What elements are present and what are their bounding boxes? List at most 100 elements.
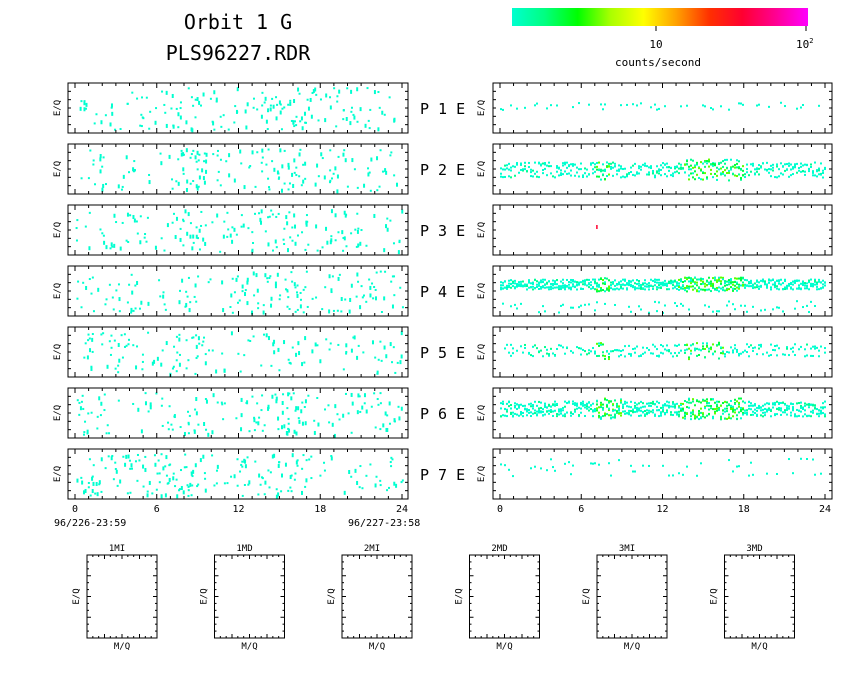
mass-panel-ticks-2 — [214, 555, 285, 638]
left-time-tick-0: 0 — [72, 504, 78, 515]
row-label-6: P 6 E — [420, 405, 465, 423]
mass-panel-title-2: 1MD — [236, 544, 252, 554]
mass-panel-frame-2 — [214, 554, 285, 639]
mass-panel-2MI: 2MI E/Q M/Q — [327, 544, 413, 652]
left-panel-6: E/Q — [53, 387, 409, 439]
mass-panel-ticks-6 — [724, 555, 795, 638]
colorbar-tick-label-10: 10 — [649, 38, 662, 51]
right-panel-points-7 — [500, 457, 822, 478]
right-panel-frame-3 — [492, 204, 833, 256]
mass-panel-title-1: 1MI — [109, 544, 125, 554]
left-panel-points-1 — [79, 87, 396, 133]
mass-panel-row: 1MI E/Q M/Q 1MD E/Q M/Q 2MI E/Q M/Q 2MD E/Q M/Q 3MI E… — [72, 544, 795, 652]
mass-panel-frame-4 — [469, 554, 540, 639]
mass-panel-xlabel-3: M/Q — [369, 642, 385, 652]
right-panel-ticks-2 — [493, 144, 832, 194]
right-panel-ticks-7 — [493, 449, 832, 499]
left-panel-points-7 — [76, 453, 404, 499]
right-spectrogram-column: E/Q E/Q E/Q E/Q E/Q E/Q E/Q — [477, 82, 833, 500]
left-panel-ticks-5 — [68, 327, 408, 377]
row-labels: P 1 E P 2 E P 3 E P 4 E P 5 E P 6 E P 7 … — [420, 100, 465, 484]
colorbar-tick-label-100: 102 — [796, 37, 813, 51]
right-panel-ylabel-6: E/Q — [477, 405, 487, 421]
right-panel-ticks-4 — [493, 266, 832, 316]
left-panel-3: E/Q — [53, 204, 409, 256]
right-panel-points-3 — [596, 225, 598, 229]
right-panel-frame-5 — [492, 326, 833, 378]
mass-panel-title-3: 2MI — [364, 544, 380, 554]
right-panel-ylabel-2: E/Q — [477, 161, 487, 177]
left-panel-2: E/Q — [53, 143, 409, 195]
left-panel-points-2 — [80, 148, 399, 194]
mass-panel-xlabel-5: M/Q — [624, 642, 640, 652]
right-panel-frame-2 — [492, 143, 833, 195]
left-panel-ticks-7 — [68, 449, 408, 499]
right-panel-points-6 — [500, 397, 826, 421]
left-panel-points-3 — [75, 209, 404, 255]
mass-panel-ylabel-5: E/Q — [582, 588, 592, 604]
time-axis-right: 0 6 12 18 24 — [497, 504, 831, 515]
left-panel-ticks-6 — [68, 388, 408, 438]
right-panel-2: E/Q — [477, 143, 833, 195]
left-panel-ticks-1 — [68, 83, 408, 133]
left-panel-points-5 — [83, 331, 403, 377]
right-panel-ylabel-1: E/Q — [477, 100, 487, 116]
right-panel-ylabel-5: E/Q — [477, 344, 487, 360]
mass-panel-xlabel-1: M/Q — [114, 642, 130, 652]
left-panel-points-4 — [76, 270, 404, 315]
left-panel-ticks-3 — [68, 205, 408, 255]
mass-panel-ylabel-1: E/Q — [72, 588, 82, 604]
left-panel-ylabel-2: E/Q — [53, 161, 63, 177]
right-panel-4: E/Q — [477, 265, 833, 317]
left-panel-frame-5 — [67, 326, 409, 378]
mass-panel-1MD: 1MD E/Q M/Q — [200, 544, 285, 652]
right-panel-ticks-1 — [493, 83, 832, 133]
right-panel-6: E/Q — [477, 387, 833, 439]
row-label-5: P 5 E — [420, 344, 465, 362]
row-label-7: P 7 E — [420, 466, 465, 484]
right-time-tick-0: 0 — [497, 504, 503, 515]
mass-panel-ticks-1 — [87, 555, 157, 638]
left-time-tick-18: 18 — [314, 504, 326, 515]
mass-panel-ylabel-3: E/Q — [327, 588, 337, 604]
mass-panel-frame-6 — [724, 554, 795, 639]
mass-panel-ticks-5 — [597, 555, 667, 638]
mass-panel-frame-5 — [596, 554, 668, 639]
left-panel-ylabel-5: E/Q — [53, 344, 63, 360]
left-panel-ylabel-6: E/Q — [53, 405, 63, 421]
mass-panel-xlabel-4: M/Q — [496, 642, 512, 652]
left-panel-ylabel-1: E/Q — [53, 100, 63, 116]
left-panel-4: E/Q — [53, 265, 409, 317]
left-time-tick-24: 24 — [396, 504, 408, 515]
left-panel-7: E/Q — [53, 448, 409, 500]
mass-panel-ticks-3 — [342, 555, 412, 638]
row-label-3: P 3 E — [420, 222, 465, 240]
mass-panel-title-6: 3MD — [746, 544, 762, 554]
time-axis-left: 0 6 12 18 24 — [72, 504, 408, 515]
left-panel-points-6 — [76, 392, 403, 438]
right-panel-frame-6 — [492, 387, 833, 439]
left-time-tick-6: 6 — [154, 504, 160, 515]
left-panel-1: E/Q — [53, 82, 409, 134]
right-panel-points-2 — [500, 158, 826, 182]
right-panel-frame-7 — [492, 448, 833, 500]
mass-panel-frame-3 — [341, 554, 413, 639]
row-label-2: P 2 E — [420, 161, 465, 179]
right-panel-ylabel-3: E/Q — [477, 222, 487, 238]
left-panel-ticks-4 — [68, 266, 408, 316]
mass-panel-frame-1 — [86, 554, 158, 639]
right-panel-ticks-3 — [493, 205, 832, 255]
left-panel-ylabel-7: E/Q — [53, 466, 63, 482]
mass-panel-title-4: 2MD — [491, 544, 507, 554]
colorbar — [512, 8, 808, 26]
left-panel-5: E/Q — [53, 326, 409, 378]
mass-panel-xlabel-2: M/Q — [241, 642, 257, 652]
left-panel-ticks-2 — [68, 144, 408, 194]
left-time-tick-12: 12 — [232, 504, 244, 515]
mass-panel-1MI: 1MI E/Q M/Q — [72, 544, 158, 652]
mass-panel-ticks-4 — [469, 555, 540, 638]
right-panel-ylabel-4: E/Q — [477, 283, 487, 299]
right-panel-ticks-5 — [493, 327, 832, 377]
time-end-label: 96/227-23:58 — [348, 518, 420, 529]
